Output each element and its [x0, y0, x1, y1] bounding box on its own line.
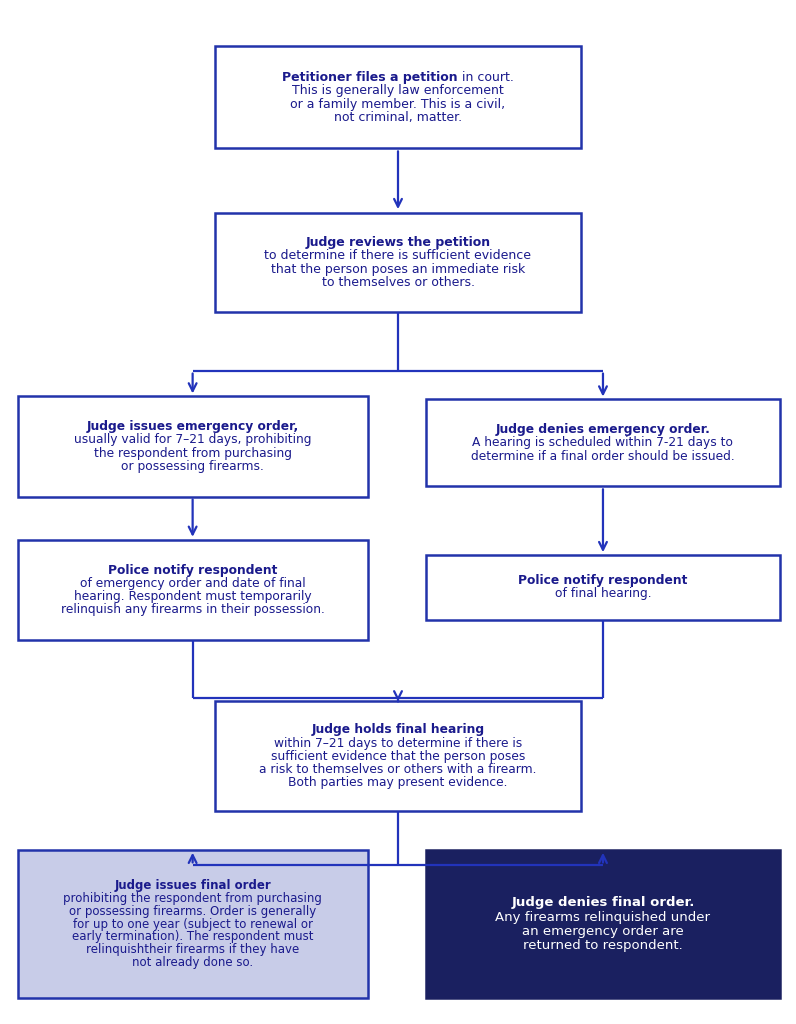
- Text: for up to one year (subject to renewal or: for up to one year (subject to renewal o…: [72, 918, 313, 931]
- FancyBboxPatch shape: [426, 850, 780, 998]
- Text: early termination). The respondent must: early termination). The respondent must: [72, 931, 314, 943]
- Text: A hearing is scheduled within 7-21 days to: A hearing is scheduled within 7-21 days …: [473, 436, 733, 450]
- Text: that the person poses an immediate risk: that the person poses an immediate risk: [271, 263, 525, 275]
- Text: relinquish any firearms in their possession.: relinquish any firearms in their possess…: [60, 603, 325, 616]
- Text: returned to respondent.: returned to respondent.: [523, 939, 683, 952]
- Text: of emergency order and date of final: of emergency order and date of final: [80, 577, 306, 590]
- Text: determine if a final order should be issued.: determine if a final order should be iss…: [471, 450, 735, 463]
- Text: not already done so.: not already done so.: [132, 956, 253, 969]
- Text: Judge issues final order: Judge issues final order: [115, 880, 271, 892]
- FancyBboxPatch shape: [426, 399, 780, 486]
- Text: the respondent from purchasing: the respondent from purchasing: [94, 446, 291, 460]
- Text: Any firearms relinquished under: Any firearms relinquished under: [495, 910, 711, 924]
- Text: prohibiting the respondent from purchasing: prohibiting the respondent from purchasi…: [63, 892, 322, 905]
- Text: within 7–21 days to determine if there is: within 7–21 days to determine if there i…: [274, 736, 522, 750]
- FancyBboxPatch shape: [18, 540, 368, 640]
- Text: a risk to themselves or others with a firearm.: a risk to themselves or others with a fi…: [259, 763, 537, 776]
- Text: Police notify respondent: Police notify respondent: [518, 574, 688, 587]
- Text: Judge denies final order.: Judge denies final order.: [511, 896, 695, 909]
- Text: Police notify respondent: Police notify respondent: [108, 563, 277, 577]
- FancyBboxPatch shape: [18, 396, 368, 497]
- Text: hearing. Respondent must temporarily: hearing. Respondent must temporarily: [74, 590, 311, 603]
- Text: This is generally law enforcement: This is generally law enforcement: [292, 84, 504, 97]
- Text: Judge reviews the petition: Judge reviews the petition: [306, 236, 490, 249]
- Text: Petitioner files a petition: Petitioner files a petition: [283, 71, 458, 84]
- FancyBboxPatch shape: [215, 701, 581, 811]
- FancyBboxPatch shape: [426, 555, 780, 620]
- Text: to themselves or others.: to themselves or others.: [322, 276, 474, 290]
- Text: Both parties may present evidence.: Both parties may present evidence.: [288, 776, 508, 790]
- Text: relinquishtheir firearms if they have: relinquishtheir firearms if they have: [86, 943, 299, 956]
- FancyBboxPatch shape: [215, 46, 581, 148]
- FancyBboxPatch shape: [215, 213, 581, 312]
- FancyBboxPatch shape: [18, 850, 368, 998]
- Text: not criminal, matter.: not criminal, matter.: [334, 111, 462, 124]
- Text: or possessing firearms.: or possessing firearms.: [121, 460, 264, 473]
- Text: sufficient evidence that the person poses: sufficient evidence that the person pose…: [271, 750, 525, 763]
- Text: or a family member. This is a civil,: or a family member. This is a civil,: [291, 97, 505, 111]
- Text: in court.: in court.: [458, 71, 513, 84]
- Text: usually valid for 7–21 days, prohibiting: usually valid for 7–21 days, prohibiting: [74, 433, 311, 446]
- Text: to determine if there is sufficient evidence: to determine if there is sufficient evid…: [264, 250, 532, 262]
- Text: Judge holds final hearing: Judge holds final hearing: [311, 723, 485, 736]
- Text: an emergency order are: an emergency order are: [522, 925, 684, 938]
- Text: Judge denies emergency order.: Judge denies emergency order.: [496, 423, 710, 436]
- Text: or possessing firearms. Order is generally: or possessing firearms. Order is general…: [69, 905, 316, 918]
- Text: of final hearing.: of final hearing.: [555, 588, 651, 600]
- Text: Judge issues emergency order,: Judge issues emergency order,: [87, 420, 298, 433]
